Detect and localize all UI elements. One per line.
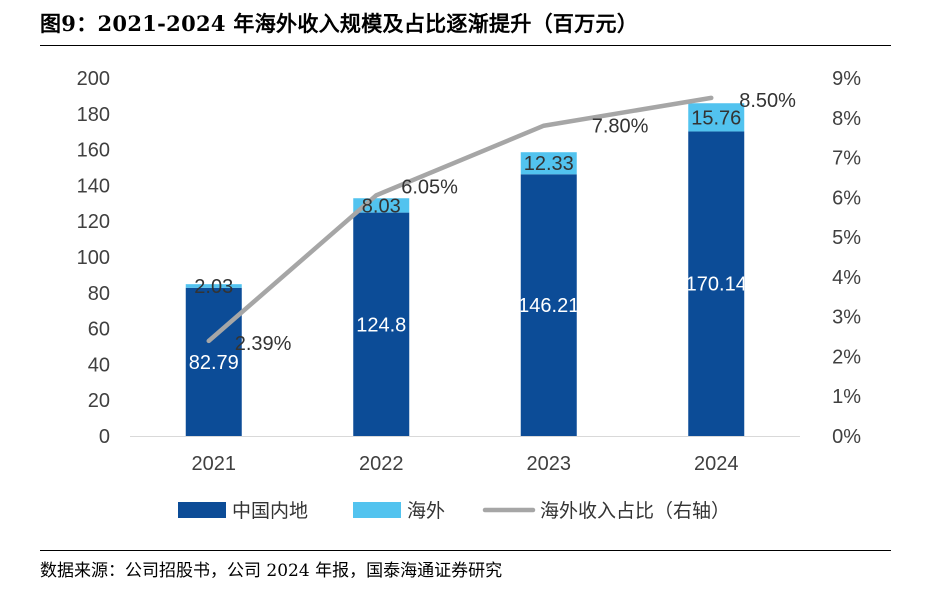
x-axis: 2021 2022 2023 2024	[130, 436, 800, 475]
legend-label-overseas: 海外	[407, 500, 445, 522]
bar-overseas-2023	[520, 152, 577, 175]
y2-tick-4pct: 4%	[832, 267, 861, 289]
label-domestic-2023: 146.21	[518, 295, 579, 317]
y-tick-160: 160	[77, 140, 110, 162]
label-domestic-2021: 82.79	[189, 352, 239, 374]
bar-domestic-2021	[185, 287, 242, 436]
bar-domestic-2023	[520, 174, 577, 436]
legend: 中国内地 海外 海外收入占比（右轴）	[178, 500, 730, 522]
x-tick-2022: 2022	[359, 453, 404, 475]
label-domestic-2022: 124.8	[356, 314, 406, 336]
title-underline	[40, 45, 891, 46]
y2-tick-1pct: 1%	[832, 386, 861, 408]
bar-domestic-2022	[353, 212, 410, 436]
bar-domestic-2024	[688, 131, 745, 436]
y2-tick-3pct: 3%	[832, 307, 861, 329]
right-axis: 0% 1% 2% 3% 4% 5% 6% 7% 8% 9%	[832, 68, 861, 448]
y-tick-80: 80	[88, 283, 110, 305]
y2-tick-8pct: 8%	[832, 108, 861, 130]
x-tick-2023: 2023	[527, 453, 572, 475]
label-overseas-2022: 8.03	[362, 195, 401, 217]
legend-label-domestic: 中国内地	[232, 500, 308, 522]
source-divider	[40, 550, 891, 551]
bar-labels-2022: 124.8 8.03	[356, 195, 406, 336]
y-tick-120: 120	[77, 211, 110, 233]
label-ratio-2024: 8.50%	[739, 90, 796, 112]
label-overseas-2021: 2.03	[194, 276, 233, 298]
label-overseas-2024: 15.76	[691, 107, 741, 129]
bar-layer	[185, 103, 745, 436]
ratio-line	[206, 95, 714, 344]
y2-tick-2pct: 2%	[832, 346, 861, 368]
legend-swatch-domestic	[178, 502, 226, 518]
y-tick-40: 40	[88, 354, 110, 376]
y2-tick-6pct: 6%	[832, 187, 861, 209]
y-tick-0: 0	[99, 426, 110, 448]
y2-tick-9pct: 9%	[832, 68, 861, 90]
chart-title: 图9：2021-2024 年海外收入规模及占比逐渐提升（百万元）	[40, 11, 639, 36]
y-tick-60: 60	[88, 319, 110, 341]
y-tick-140: 140	[77, 175, 110, 197]
bar-labels-2023: 146.21 12.33	[518, 153, 579, 317]
y-tick-200: 200	[77, 68, 110, 90]
label-ratio-2021: 2.39%	[235, 333, 292, 355]
bar-overseas-2024	[688, 103, 745, 132]
data-label-layer: 82.79 2.03 124.8 8.03 146.21 12.33 170.14 15.76…	[189, 90, 796, 374]
bar-labels-2024: 170.14 15.76	[686, 107, 747, 296]
left-axis: 0 20 40 60 80 100 120 140 160 180 200	[77, 68, 110, 448]
bar-labels-2021: 82.79 2.03	[189, 276, 239, 374]
label-ratio-2022: 6.05%	[401, 176, 458, 198]
y2-tick-0pct: 0%	[832, 426, 861, 448]
legend-label-ratio: 海外收入占比（右轴）	[540, 500, 730, 522]
label-domestic-2024: 170.14	[686, 274, 747, 296]
y-tick-180: 180	[77, 104, 110, 126]
label-overseas-2023: 12.33	[524, 153, 574, 175]
ratio-line-layer	[206, 95, 714, 344]
legend-swatch-overseas	[353, 502, 401, 518]
y2-tick-7pct: 7%	[832, 148, 861, 170]
x-tick-2021: 2021	[192, 453, 237, 475]
y2-tick-5pct: 5%	[832, 227, 861, 249]
bar-overseas-2021	[185, 284, 242, 288]
x-tick-2024: 2024	[694, 453, 739, 475]
label-ratio-2023: 7.80%	[592, 116, 649, 138]
y-tick-100: 100	[77, 247, 110, 269]
y-tick-20: 20	[88, 390, 110, 412]
source-note: 数据来源：公司招股书，公司 2024 年报，国泰海通证券研究	[40, 561, 503, 581]
